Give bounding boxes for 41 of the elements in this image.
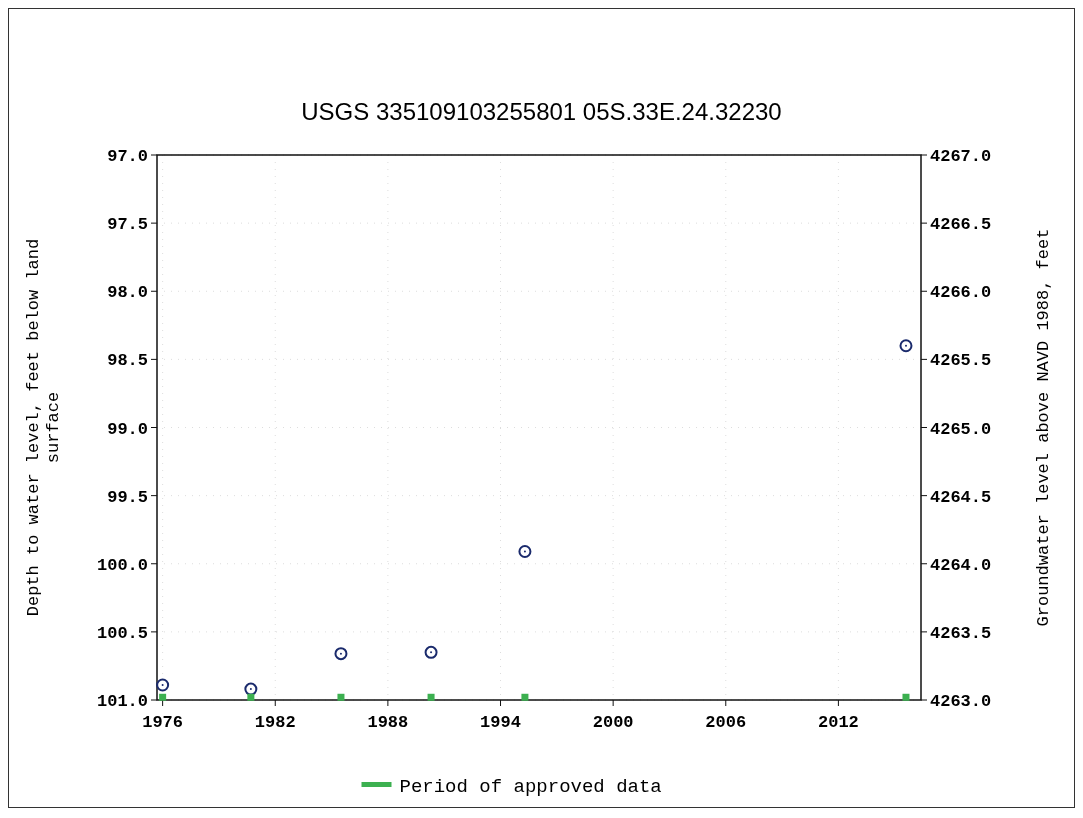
y-tick-label: 100.0 xyxy=(96,555,148,575)
x-tick-label: 2006 xyxy=(705,713,747,732)
point xyxy=(337,693,345,701)
y-tick-label: 99.5 xyxy=(107,487,148,507)
y-tick-label: 100.5 xyxy=(96,623,148,643)
x-tick-label: 1994 xyxy=(480,713,521,732)
point xyxy=(159,693,167,701)
x-tick-label: 2012 xyxy=(818,713,859,732)
y-axis-title: Depth to water level, feet below land surface xyxy=(24,238,63,617)
x-tick-label: 1982 xyxy=(254,713,296,732)
point xyxy=(427,693,435,701)
point xyxy=(247,693,255,701)
y-tick-label: 99.0 xyxy=(107,419,148,439)
y2-tick-label: 4264.5 xyxy=(930,487,992,507)
y-tick-label: 101.0 xyxy=(96,692,148,711)
x-tick-label: 1976 xyxy=(142,713,184,732)
x-tick-label: 2000 xyxy=(592,713,634,732)
y-tick-label: 98.0 xyxy=(107,283,148,303)
y2-tick-label: 4266.0 xyxy=(930,283,992,303)
y2-tick-label: 4267.0 xyxy=(930,147,992,166)
point xyxy=(156,678,170,692)
chart-title: USGS 335109103255801 05S.33E.24.32230 xyxy=(301,98,782,125)
point xyxy=(521,693,529,701)
point xyxy=(334,647,348,661)
y-tick-label: 97.5 xyxy=(107,215,148,235)
y2-tick-label: 4265.0 xyxy=(930,419,992,439)
point xyxy=(518,544,532,558)
point xyxy=(424,645,438,659)
point xyxy=(902,693,910,701)
y2-axis-title: Groundwater level above NAVD 1988, feet xyxy=(1034,228,1053,627)
legend-label: Period of approved data xyxy=(399,776,662,798)
x-tick-label: 1988 xyxy=(367,713,409,732)
y-tick-label: 97.0 xyxy=(107,147,148,166)
y2-tick-label: 4264.0 xyxy=(930,555,992,575)
y2-tick-label: 4263.5 xyxy=(930,623,992,643)
point xyxy=(899,339,913,353)
point xyxy=(244,682,258,696)
y2-tick-label: 4263.0 xyxy=(930,692,992,711)
y2-tick-label: 4265.5 xyxy=(930,351,992,371)
y2-tick-label: 4266.5 xyxy=(930,215,992,235)
y-tick-label: 98.5 xyxy=(107,351,148,371)
